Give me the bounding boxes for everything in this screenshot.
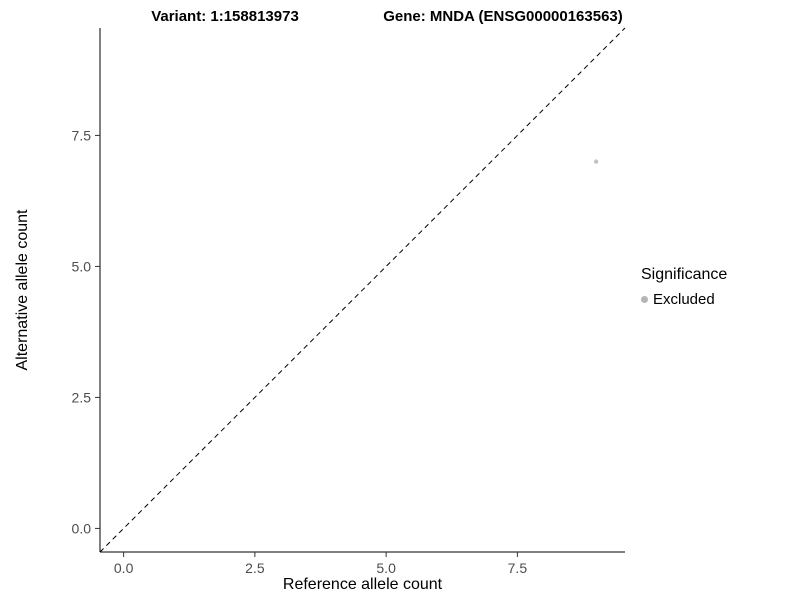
plot-title-variant: Variant: 1:158813973 xyxy=(151,8,299,25)
x-tick-label: 7.5 xyxy=(508,560,528,576)
y-tick-label: 7.5 xyxy=(72,127,92,143)
x-tick-label: 0.0 xyxy=(114,560,134,576)
legend-point-icon xyxy=(641,296,648,303)
legend: Significance Excluded xyxy=(641,266,727,308)
legend-entry-excluded: Excluded xyxy=(641,291,727,308)
y-tick-label: 0.0 xyxy=(72,520,92,536)
y-axis-label: Alternative allele count xyxy=(14,209,31,371)
legend-entry-label: Excluded xyxy=(653,291,715,308)
y-tick-label: 2.5 xyxy=(72,389,92,405)
identity-line xyxy=(99,27,626,553)
data-point xyxy=(593,159,599,164)
x-tick-label: 2.5 xyxy=(245,560,265,576)
legend-title: Significance xyxy=(641,266,728,283)
x-axis-label: Reference allele count xyxy=(282,576,443,593)
plot-title-gene: Gene: MNDA (ENSG00000163563) xyxy=(383,8,623,25)
x-tick-label: 5.0 xyxy=(376,560,396,576)
y-tick-label: 5.0 xyxy=(72,258,92,274)
